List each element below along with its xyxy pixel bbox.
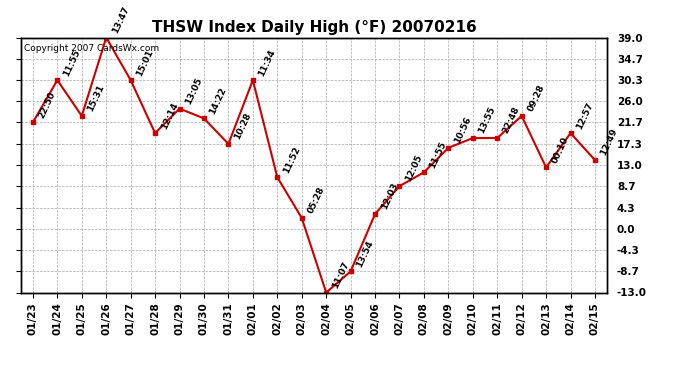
Text: 05:28: 05:28	[306, 186, 326, 215]
Text: 10:28: 10:28	[233, 111, 253, 141]
Text: 13:54: 13:54	[355, 239, 375, 268]
Text: 13:05: 13:05	[184, 76, 204, 106]
Text: 11:34: 11:34	[257, 48, 277, 77]
Text: 12:57: 12:57	[575, 100, 595, 130]
Text: 09:28: 09:28	[526, 83, 546, 113]
Text: 22:48: 22:48	[502, 105, 522, 135]
Text: 00:10: 00:10	[550, 135, 571, 165]
Text: Copyright 2007 CardsWx.com: Copyright 2007 CardsWx.com	[23, 44, 159, 53]
Title: THSW Index Daily High (°F) 20070216: THSW Index Daily High (°F) 20070216	[152, 20, 476, 35]
Text: 13:47: 13:47	[110, 5, 131, 35]
Text: 11:55: 11:55	[61, 48, 82, 77]
Text: 11:52: 11:52	[282, 145, 302, 174]
Text: 15:01: 15:01	[135, 48, 155, 77]
Text: 13:55: 13:55	[477, 105, 497, 135]
Text: 10:56: 10:56	[453, 116, 473, 145]
Text: 12:05: 12:05	[404, 154, 424, 183]
Text: 12:14: 12:14	[159, 100, 179, 130]
Text: 11:07: 11:07	[331, 260, 351, 290]
Text: 11:55: 11:55	[428, 140, 448, 170]
Text: 22:50: 22:50	[37, 90, 57, 120]
Text: 15:31: 15:31	[86, 83, 106, 113]
Text: 14:22: 14:22	[208, 86, 228, 116]
Text: 12:49: 12:49	[599, 128, 620, 158]
Text: 12:03: 12:03	[380, 182, 400, 211]
